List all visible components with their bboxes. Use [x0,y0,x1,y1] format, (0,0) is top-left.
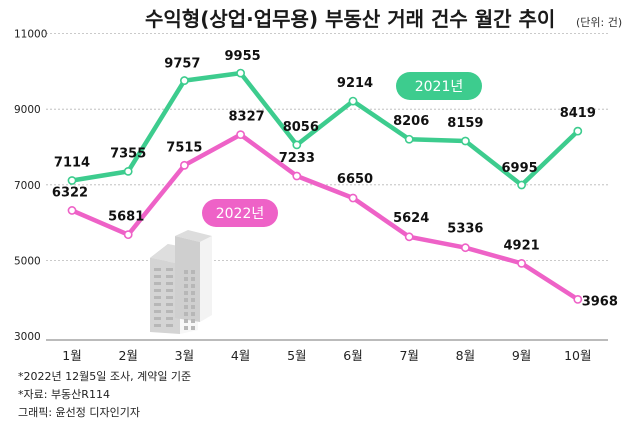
data-label: 9955 [225,49,261,64]
data-label: 5681 [108,210,144,225]
building-illustration [150,230,212,334]
x-tick-label: 2월 [118,348,137,363]
data-label: 8206 [393,114,429,129]
x-tick-label: 8월 [456,348,475,363]
data-label: 6995 [502,161,538,176]
series-2022 [67,130,583,304]
data-label: 6322 [52,185,88,200]
data-point [67,206,77,215]
x-tick-label: 9월 [512,348,531,363]
data-point [292,171,302,181]
series-line [69,70,581,188]
x-tick-label: 7월 [399,348,418,363]
unit-note: (단위: 건) [576,16,622,29]
data-point [292,140,302,150]
data-label: 9757 [164,57,200,72]
data-label: 8159 [447,116,483,131]
data-label: 8056 [283,120,319,135]
x-tick-label: 10월 [564,348,591,363]
data-label: 8419 [560,106,596,121]
data-labels: 7114 7355 9757 9955 8056 9214 8206 8159 6995 8419… [52,49,618,309]
y-tick-label: 9000 [14,104,41,116]
data-point [123,166,133,176]
data-point [123,230,133,240]
footnote-graphic: 그래픽: 윤선정 디자인기자 [18,406,141,419]
data-label: 5624 [393,211,429,226]
series-line [69,132,581,302]
y-tick-label: 11000 [14,29,47,41]
legend-label-2022: 2022년 [216,206,265,222]
data-point [573,126,583,136]
legend-pill-2021: 2021년 [396,72,482,100]
y-tick-label: 7000 [14,180,41,192]
x-tick-label: 6월 [343,348,362,363]
data-point [348,193,358,203]
x-tick-label: 5월 [287,348,306,363]
data-label: 9214 [337,76,373,91]
legend-label-2021: 2021년 [415,79,464,95]
data-label: 3968 [582,294,618,309]
data-point [348,96,358,106]
footnote-survey: *2022년 12월5일 조사, 계약일 기준 [18,370,192,383]
data-label: 6650 [337,172,373,187]
data-point [179,76,189,85]
data-label: 5336 [447,222,483,237]
footnote-source: *자료: 부동산R114 [18,388,110,401]
x-tick-label: 1월 [62,348,81,363]
chart-title: 수익형(상업·업무용) 부동산 거래 건수 월간 추이 [145,7,555,31]
data-label: 8327 [229,110,265,125]
data-label: 7233 [279,151,315,166]
data-point [67,176,77,185]
x-axis-ticks: 1월 2월 3월 4월 5월 6월 7월 8월 9월 10월 [62,348,591,363]
legend-pill-2022: 2022년 [202,199,278,227]
data-point [517,180,526,190]
series-2021 [67,68,583,190]
x-tick-label: 3월 [175,348,194,363]
data-point [179,160,189,170]
y-tick-label: 5000 [14,255,41,267]
data-label: 7515 [166,140,202,155]
x-tick-label: 4월 [231,348,250,363]
data-point [236,68,245,78]
data-point [573,295,583,304]
data-point [236,130,245,140]
data-point [460,243,470,253]
data-point [404,134,414,144]
data-point [460,136,470,146]
data-point [517,258,526,268]
data-point [404,232,414,242]
data-label: 4921 [504,238,540,253]
y-tick-label: 3000 [14,331,41,343]
y-axis-ticks: 11000 9000 7000 5000 3000 [14,29,47,343]
data-label: 7355 [110,146,146,161]
data-label: 7114 [54,155,90,170]
